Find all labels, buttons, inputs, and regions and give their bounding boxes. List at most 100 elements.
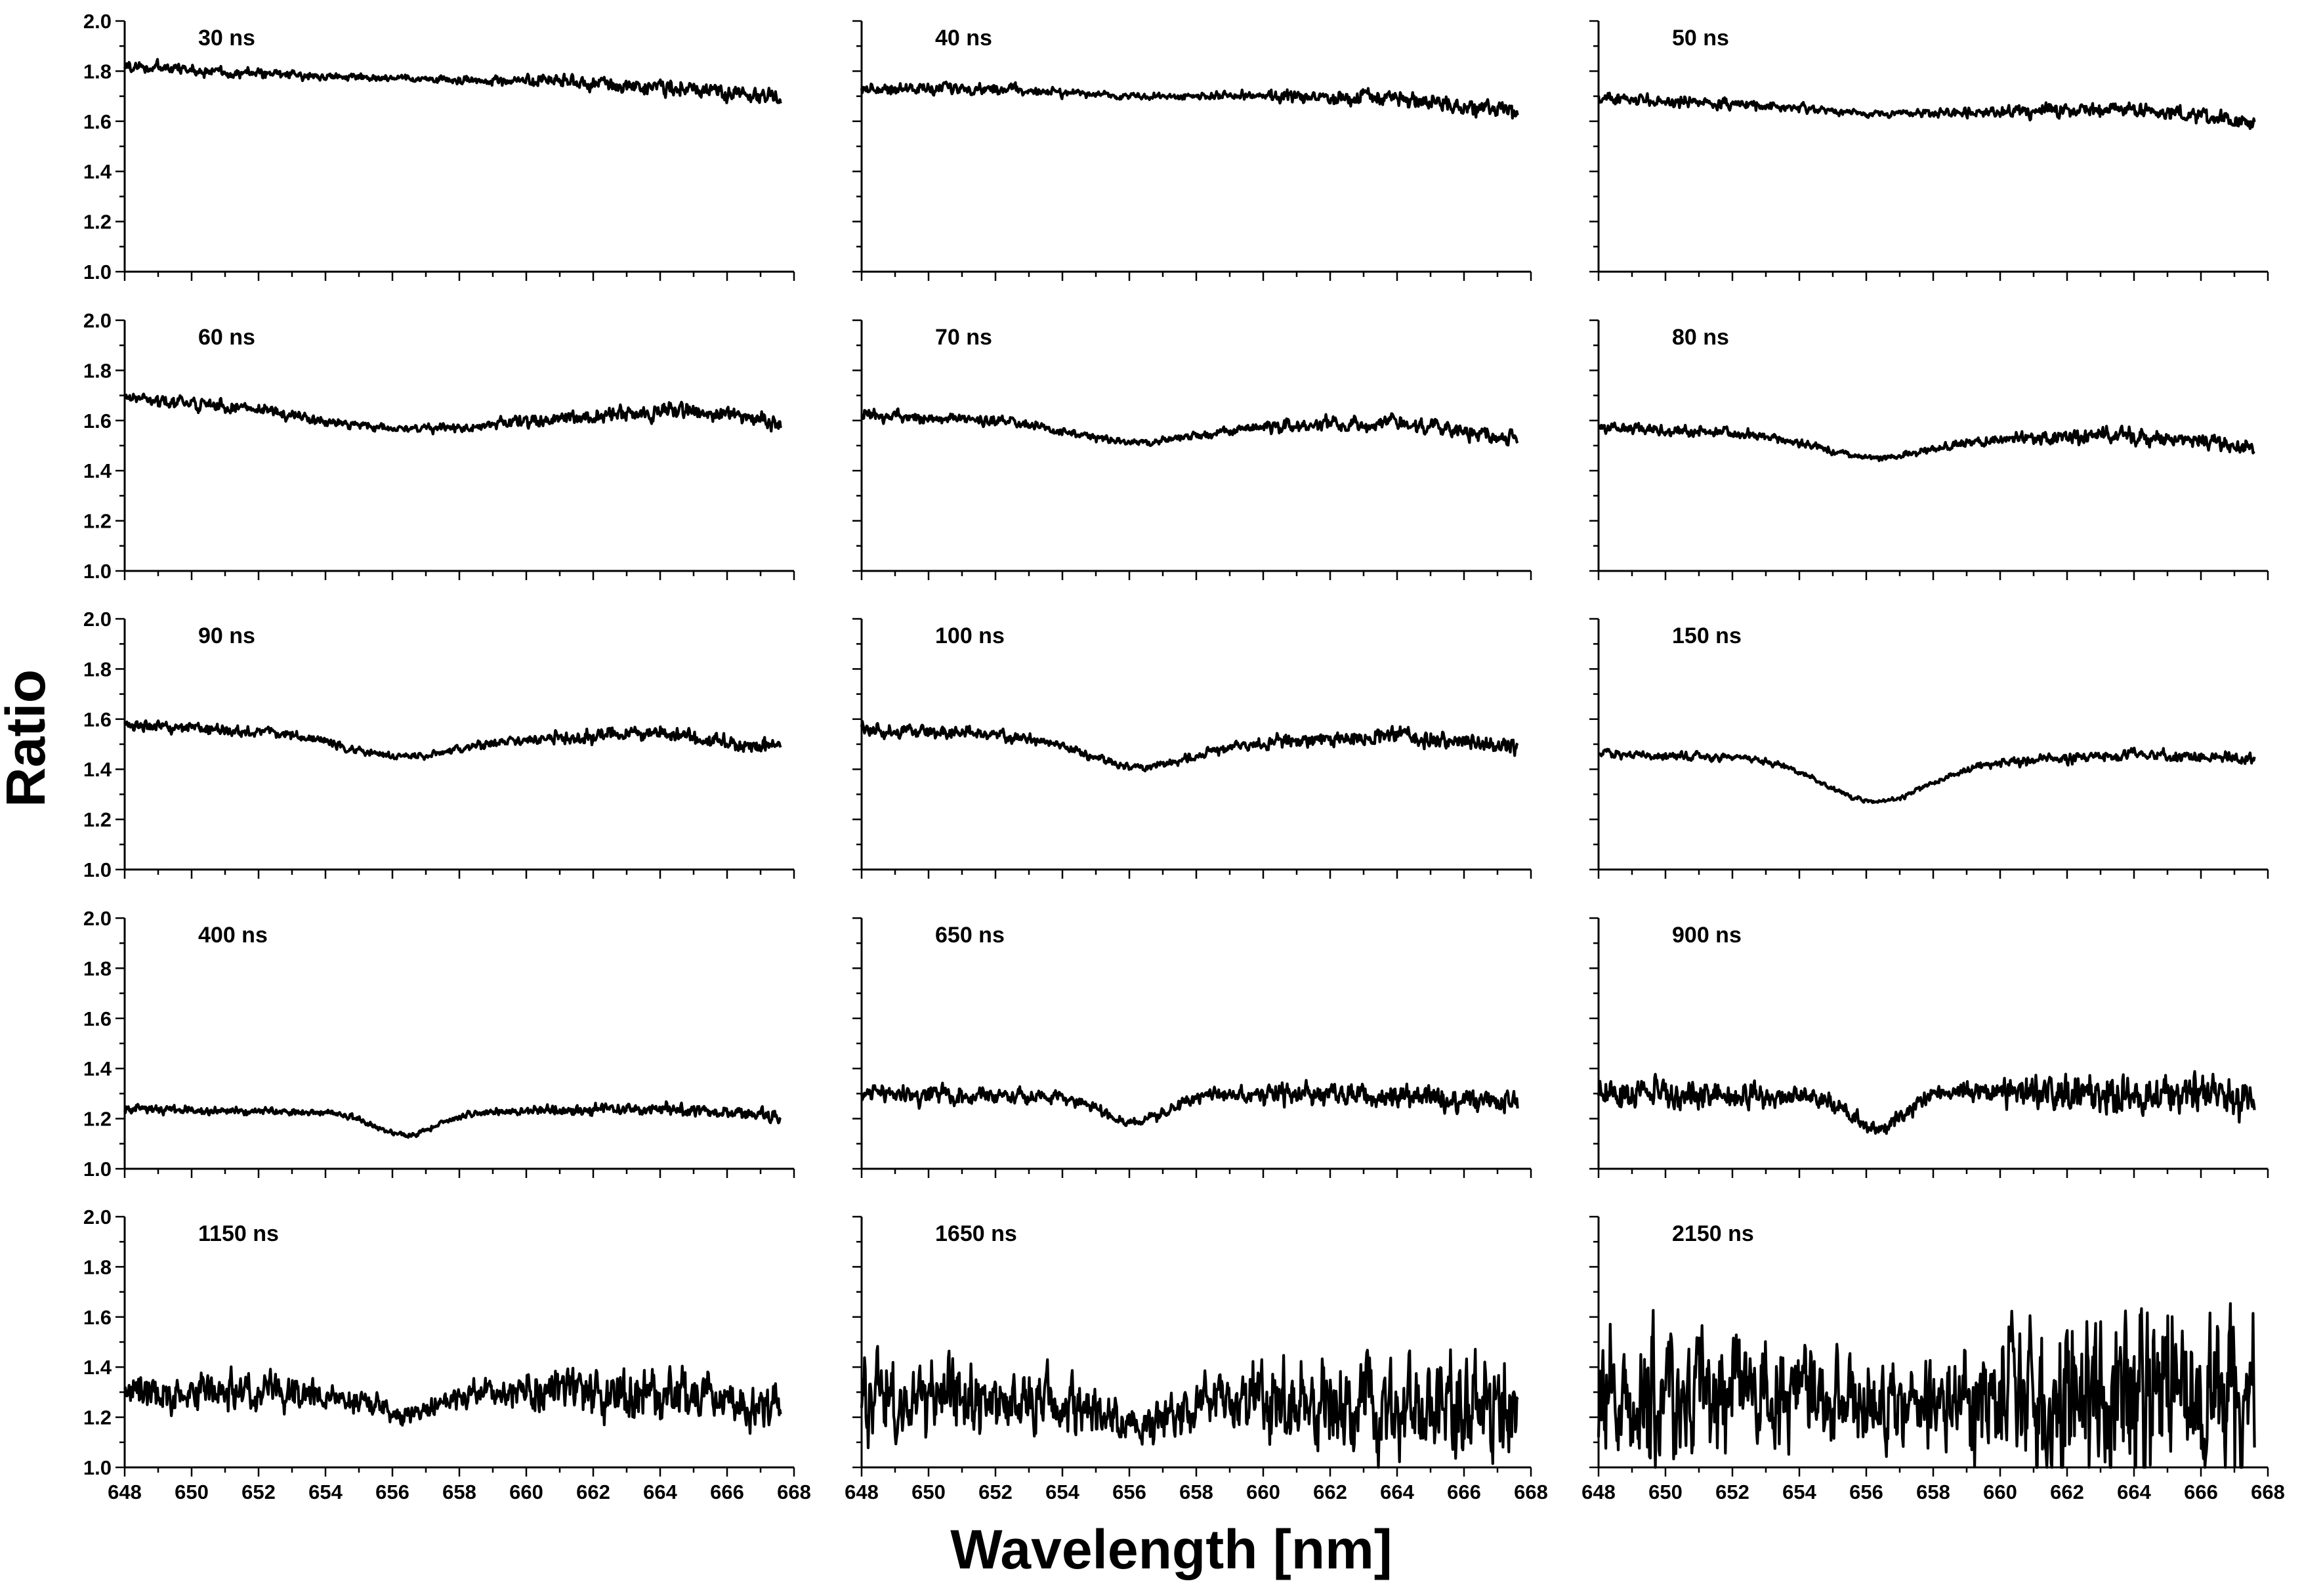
y-tick-label: 1.4 [83, 160, 112, 183]
spectrum-series-line [860, 720, 1519, 772]
y-tick-label: 2.0 [83, 10, 112, 33]
y-tick-label: 1.0 [83, 1456, 112, 1479]
spectrum-series-line [1597, 746, 2256, 805]
x-tick-label: 658 [442, 1480, 476, 1503]
y-tick-label: 2.0 [83, 608, 112, 631]
x-tick-label: 648 [845, 1480, 879, 1503]
y-tick-label: 1.0 [83, 560, 112, 583]
spectrum-panel: 70 ns [852, 319, 1532, 580]
x-tick-label: 664 [2117, 1480, 2151, 1503]
y-tick-label: 1.4 [83, 459, 112, 482]
y-tick-label: 2.0 [83, 309, 112, 332]
y-tick-label: 1.2 [83, 211, 112, 234]
x-tick-label: 650 [1648, 1480, 1683, 1503]
spectrum-series-line [1597, 1302, 2256, 1469]
y-tick-label: 1.2 [83, 1108, 112, 1131]
spectrum-panel: 1.0 1.2 1.4 1.6 1.8 2.0 648 650 652 654 656 658 660 6… [83, 1206, 811, 1503]
y-tick-label: 1.6 [83, 708, 112, 731]
panel-grid: 1.01.21.41.61.82.030 ns 40 ns 50 ns1.01.21… [83, 10, 2285, 1503]
x-tick-label: 652 [978, 1480, 1013, 1503]
y-tick-label: 1.2 [83, 808, 112, 831]
spectrum-series-line [1597, 91, 2256, 131]
y-tick-label: 1.8 [83, 60, 112, 83]
x-tick-label: 664 [643, 1480, 677, 1503]
y-tick-label: 1.6 [83, 410, 112, 432]
x-tick-label: 650 [911, 1480, 946, 1503]
spectrum-series-line [123, 1364, 782, 1435]
spectrum-panel: 150 ns [1589, 618, 2269, 879]
panel-time-label: 70 ns [935, 325, 992, 350]
spectrum-series-line [860, 1079, 1519, 1127]
panel-time-label: 30 ns [198, 26, 255, 51]
x-tick-label: 662 [2050, 1480, 2084, 1503]
y-tick-label: 2.0 [83, 907, 112, 930]
x-tick-label: 658 [1916, 1480, 1950, 1503]
panel-time-label: 60 ns [198, 325, 255, 350]
x-tick-label: 656 [375, 1480, 409, 1503]
y-axis-title: Ratio [0, 669, 56, 807]
x-tick-label: 648 [1581, 1480, 1616, 1503]
spectrum-series-line [860, 80, 1519, 120]
x-tick-label: 660 [1983, 1480, 2017, 1503]
spectrum-series-line [123, 58, 782, 104]
x-tick-label: 668 [2251, 1480, 2285, 1503]
y-tick-label: 1.2 [83, 1406, 112, 1429]
panel-time-label: 1650 ns [935, 1221, 1017, 1246]
x-tick-label: 666 [710, 1480, 744, 1503]
x-tick-label: 662 [576, 1480, 610, 1503]
panel-time-label: 100 ns [935, 623, 1005, 648]
y-tick-label: 1.6 [83, 1007, 112, 1030]
spectrum-panel: 648 650 652 654 656 658 660 662 664 666 668 1650 ns [845, 1215, 1548, 1503]
panel-time-label: 900 ns [1672, 923, 1742, 948]
spectrum-panel: 1.0 1.2 1.4 1.6 1.8 2.0 400 ns [83, 907, 795, 1181]
x-tick-label: 652 [1715, 1480, 1749, 1503]
panel-time-label: 90 ns [198, 623, 255, 648]
panel-time-label: 2150 ns [1672, 1221, 1754, 1246]
x-tick-label: 662 [1313, 1480, 1347, 1503]
spectrum-panel: 1.0 1.2 1.4 1.6 1.8 2.0 60 ns [83, 309, 795, 583]
y-tick-label: 1.2 [83, 510, 112, 533]
spectrum-panel: 80 ns [1589, 319, 2269, 580]
spectrum-series-line [860, 407, 1519, 448]
spectrum-panel: 650 ns [852, 917, 1532, 1178]
panel-time-label: 50 ns [1672, 26, 1729, 51]
y-tick-label: 1.0 [83, 261, 112, 284]
y-tick-label: 1.4 [83, 758, 112, 781]
spectrum-series-line [1597, 1070, 2256, 1135]
y-tick-label: 2.0 [83, 1206, 112, 1228]
x-tick-label: 650 [175, 1480, 209, 1503]
spectrum-panel: 50 ns [1589, 20, 2269, 281]
panel-time-label: 1150 ns [198, 1221, 279, 1246]
x-tick-label: 660 [1246, 1480, 1280, 1503]
panel-time-label: 150 ns [1672, 623, 1742, 648]
spectrum-series-line [860, 1345, 1519, 1469]
panel-time-label: 650 ns [935, 923, 1005, 948]
spectrum-panel: 40 ns [852, 20, 1532, 281]
panel-time-label: 40 ns [935, 26, 992, 51]
x-tick-label: 668 [1514, 1480, 1548, 1503]
spectrum-panel: 100 ns [852, 618, 1532, 879]
x-tick-label: 660 [509, 1480, 543, 1503]
y-tick-label: 1.4 [83, 1356, 112, 1379]
spectrum-panel: 900 ns [1589, 917, 2269, 1178]
spectrum-series-line [123, 719, 782, 761]
y-tick-label: 1.0 [83, 858, 112, 881]
x-tick-label: 654 [308, 1480, 343, 1503]
spectrum-panel: 1.0 1.2 1.4 1.6 1.8 2.0 90 ns [83, 608, 795, 881]
x-tick-label: 668 [777, 1480, 811, 1503]
x-tick-label: 664 [1380, 1480, 1414, 1503]
y-tick-label: 1.6 [83, 1306, 112, 1329]
y-tick-label: 1.0 [83, 1158, 112, 1181]
y-tick-label: 1.4 [83, 1057, 112, 1080]
x-tick-label: 658 [1179, 1480, 1213, 1503]
panel-time-label: 80 ns [1672, 325, 1729, 350]
spectrum-series-line [123, 1100, 782, 1139]
y-tick-label: 1.8 [83, 957, 112, 980]
y-tick-label: 1.8 [83, 359, 112, 382]
x-tick-label: 654 [1045, 1480, 1079, 1503]
spectrum-series-line [123, 392, 782, 436]
y-tick-label: 1.6 [83, 110, 112, 133]
spectrum-panel: 1.0 1.2 1.4 1.6 1.8 2.0 30 ns [83, 10, 795, 284]
x-tick-label: 654 [1782, 1480, 1816, 1503]
